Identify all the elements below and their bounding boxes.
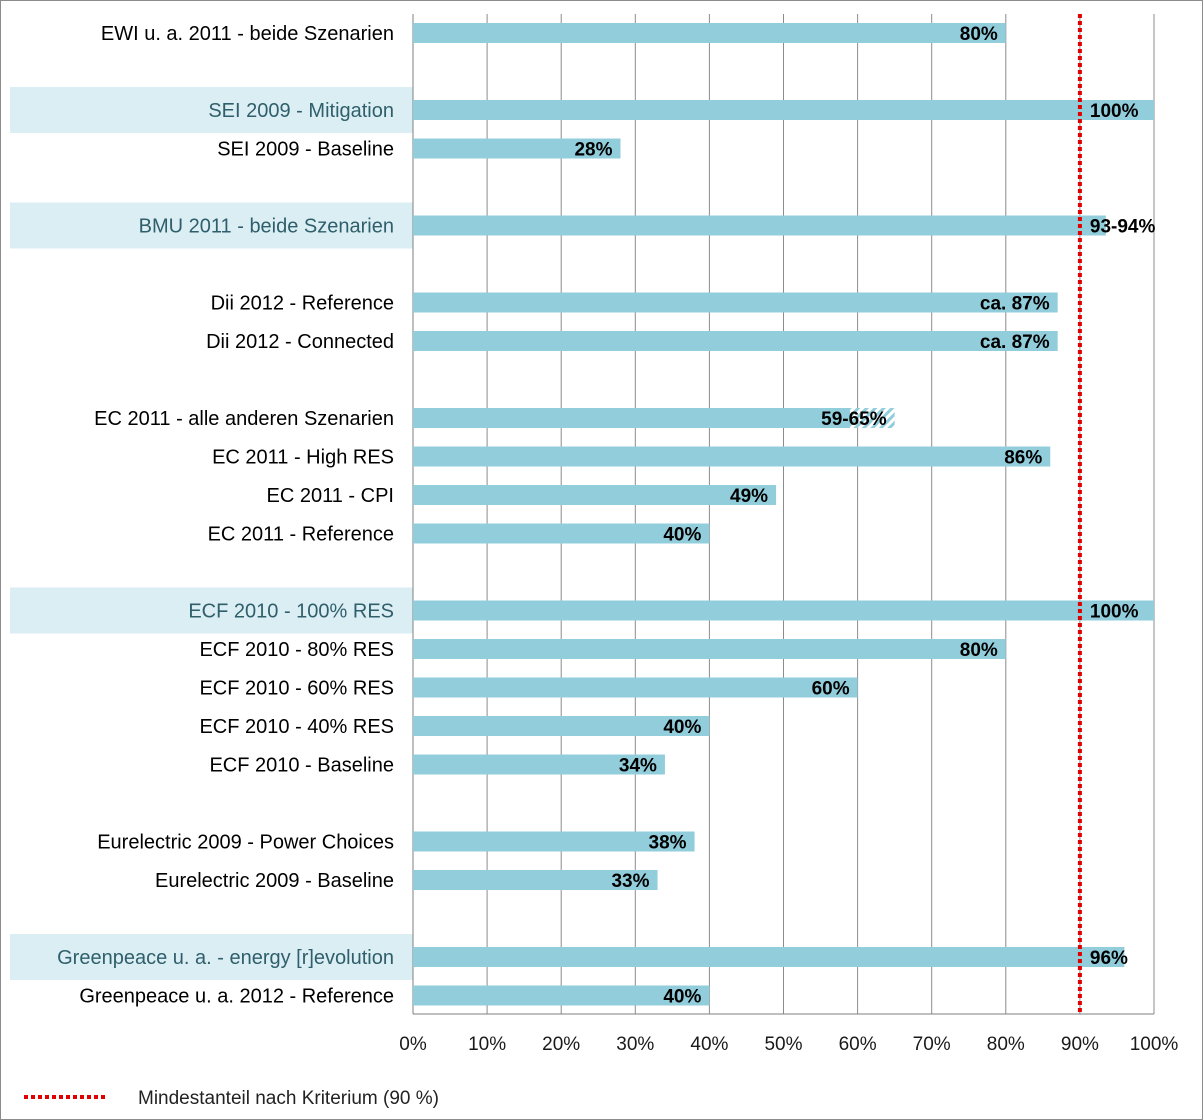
bar-range-extension xyxy=(850,408,895,428)
legend-threshold-label: Mindestanteil nach Kriterium (90 %) xyxy=(138,1088,439,1109)
category-label: Greenpeace u. a. 2012 - Reference xyxy=(79,986,394,1008)
bar xyxy=(413,138,621,159)
category-label: ECF 2010 - 60% RES xyxy=(199,678,394,700)
category-label: Greenpeace u. a. - energy [r]evolution xyxy=(57,947,394,969)
x-tick-label: 10% xyxy=(468,1034,506,1055)
bar xyxy=(413,485,777,505)
category-label: EC 2011 - Reference xyxy=(208,524,394,546)
value-label: 93-94% xyxy=(1090,217,1156,238)
category-label: BMU 2011 - beide Szenarien xyxy=(139,216,394,238)
x-tick-label: 30% xyxy=(616,1034,654,1055)
x-tick-label: 100% xyxy=(1130,1034,1179,1055)
bar xyxy=(413,100,1154,120)
value-label: 80% xyxy=(960,24,998,45)
category-label: ECF 2010 - 40% RES xyxy=(199,716,394,738)
category-label: ECF 2010 - Baseline xyxy=(209,755,394,777)
bar xyxy=(413,831,695,852)
value-label: 38% xyxy=(649,833,687,854)
x-tick-label: 20% xyxy=(542,1034,580,1055)
bar xyxy=(413,600,1154,621)
value-label: 80% xyxy=(960,640,998,661)
label-highlight-band xyxy=(10,934,413,980)
category-label: EWI u. a. 2011 - beide Szenarien xyxy=(101,23,394,45)
category-label: Eurelectric 2009 - Power Choices xyxy=(97,832,394,854)
category-label: EC 2011 - CPI xyxy=(267,485,394,507)
x-tick-label: 40% xyxy=(690,1034,728,1055)
bar xyxy=(413,446,1051,467)
category-label: ECF 2010 - 80% RES xyxy=(199,639,394,661)
value-label: 59-65% xyxy=(821,409,887,430)
category-label: Dii 2012 - Reference xyxy=(211,293,394,315)
bar xyxy=(413,639,1006,659)
bar xyxy=(413,523,710,544)
category-label: EC 2011 - alle anderen Szenarien xyxy=(94,408,394,430)
x-tick-label: 70% xyxy=(913,1034,951,1055)
bar xyxy=(413,292,1058,313)
bar xyxy=(413,215,1106,236)
value-label: 33% xyxy=(611,871,649,892)
category-label: ECF 2010 - 100% RES xyxy=(188,601,394,623)
bar xyxy=(413,947,1125,967)
bar xyxy=(413,23,1006,43)
value-label: 49% xyxy=(730,486,768,507)
bar xyxy=(413,985,710,1006)
x-tick-label: 0% xyxy=(399,1034,427,1055)
value-label: 96% xyxy=(1090,948,1128,969)
x-tick-label: 60% xyxy=(839,1034,877,1055)
value-label: 100% xyxy=(1090,101,1139,122)
x-tick-label: 50% xyxy=(764,1034,802,1055)
x-tick-label: 80% xyxy=(987,1034,1025,1055)
category-label: Eurelectric 2009 - Baseline xyxy=(155,870,394,892)
value-label: 60% xyxy=(812,679,850,700)
value-label: ca. 87% xyxy=(980,294,1050,315)
category-label: EC 2011 - High RES xyxy=(212,447,394,469)
category-label: SEI 2009 - Baseline xyxy=(217,139,394,161)
value-label: ca. 87% xyxy=(980,332,1050,353)
bar xyxy=(413,408,851,428)
bar xyxy=(413,716,710,736)
value-label: 28% xyxy=(574,140,612,161)
label-highlight-band xyxy=(10,202,413,249)
label-highlight-band xyxy=(10,87,413,133)
bar xyxy=(413,754,665,775)
value-label: 40% xyxy=(663,987,701,1008)
value-label: 40% xyxy=(663,717,701,738)
bar xyxy=(413,870,658,890)
value-label: 40% xyxy=(663,525,701,546)
category-label: Dii 2012 - Connected xyxy=(206,331,394,353)
value-label: 34% xyxy=(619,756,657,777)
bar xyxy=(413,677,858,698)
label-highlight-band xyxy=(10,587,413,634)
x-tick-label: 90% xyxy=(1061,1034,1099,1055)
bar xyxy=(413,331,1058,351)
category-label: SEI 2009 - Mitigation xyxy=(208,100,394,122)
value-label: 86% xyxy=(1004,448,1042,469)
value-label: 100% xyxy=(1090,602,1139,623)
